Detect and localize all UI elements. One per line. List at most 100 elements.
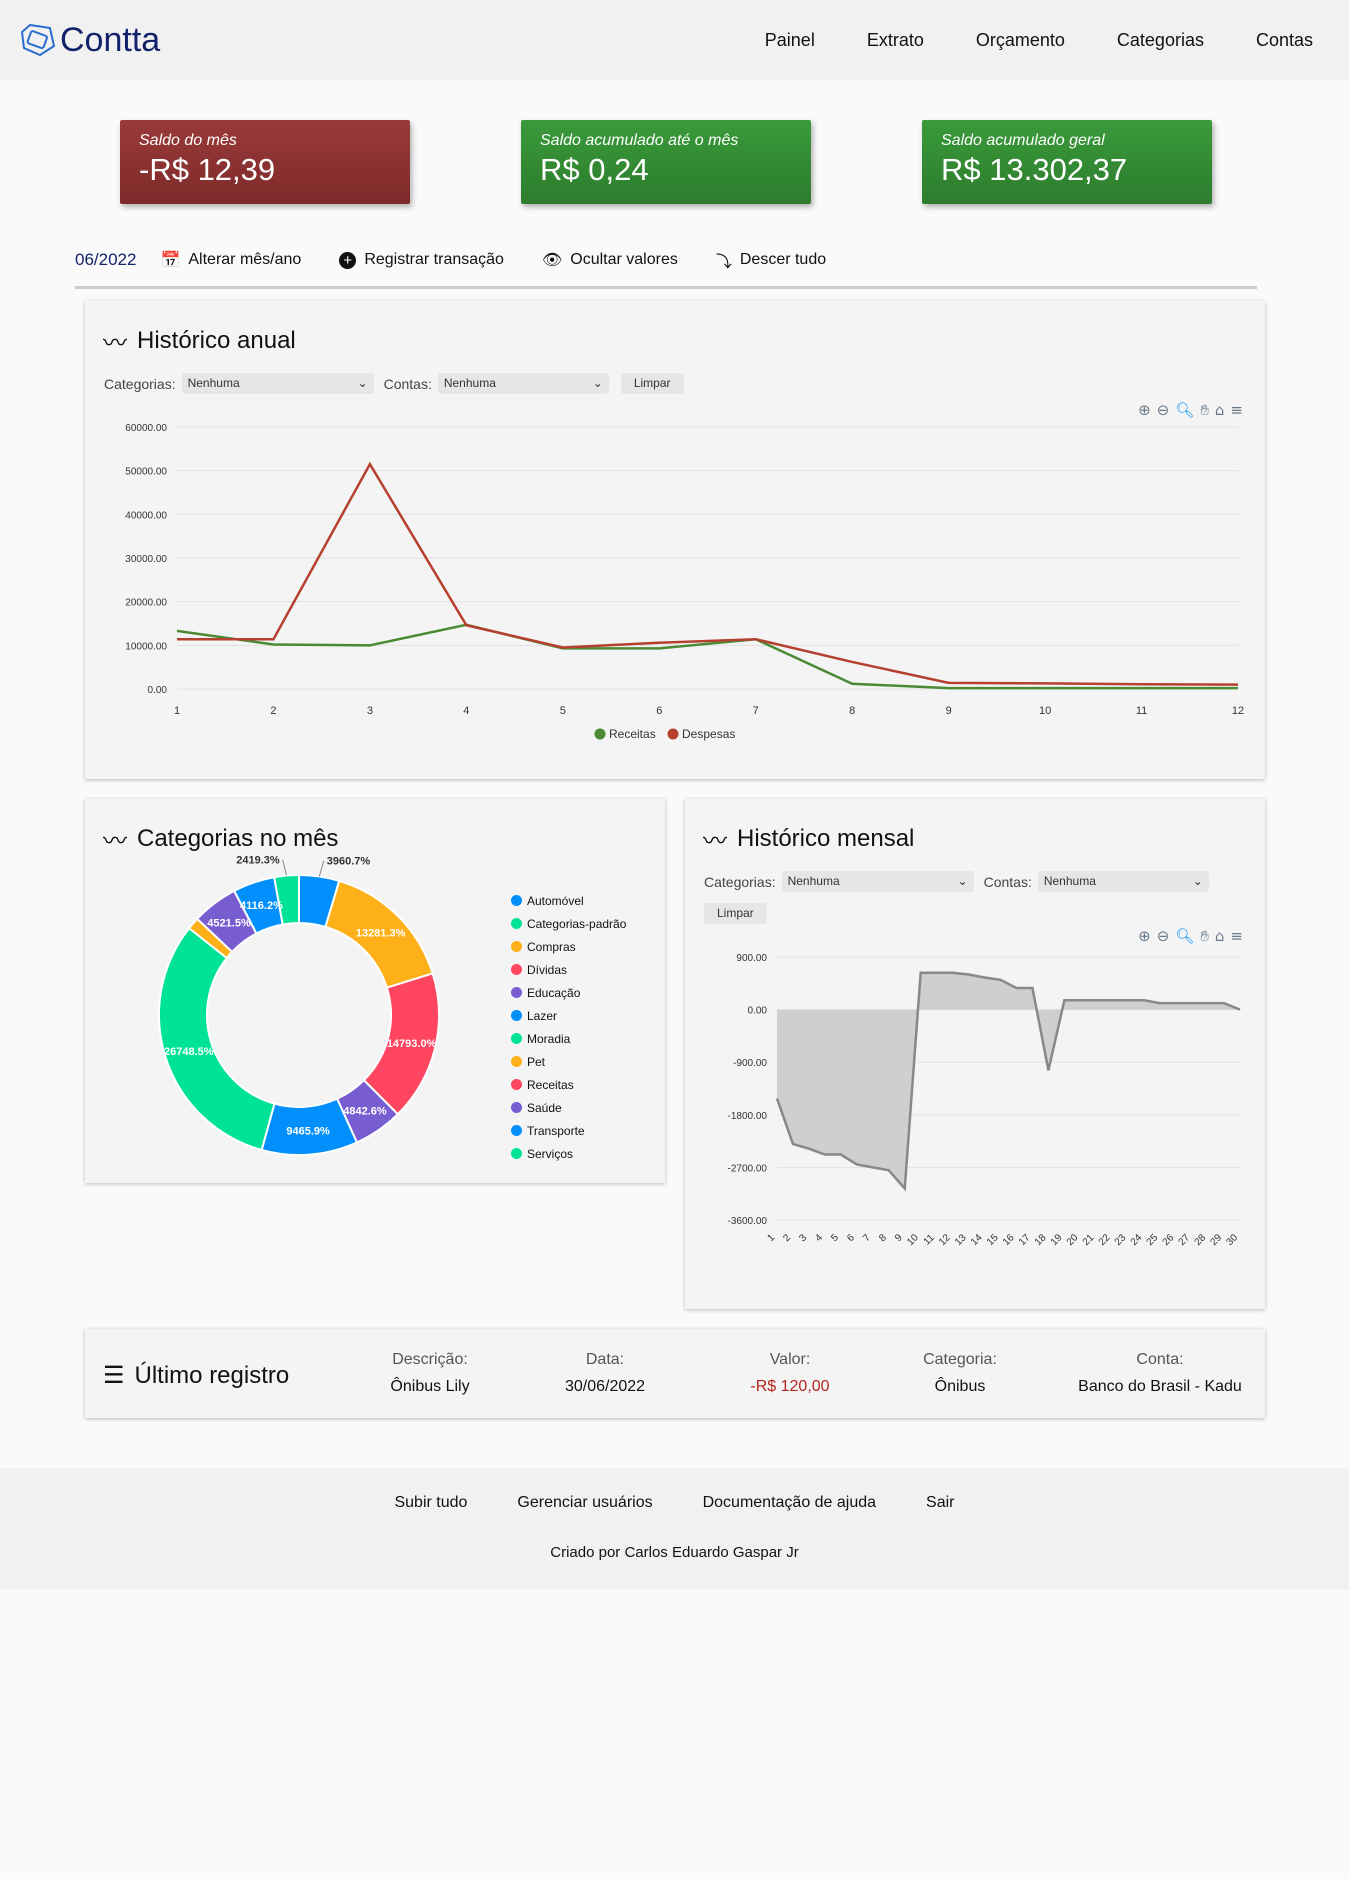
monthly-clear-row: Limpar xyxy=(704,903,767,924)
legend-item[interactable]: Categorias-padrão xyxy=(511,912,626,935)
last-record-title: ☰ Último registro xyxy=(103,1361,289,1390)
slice-label: 14793.0% xyxy=(387,1038,437,1050)
reset-home-icon[interactable]: ⌂ xyxy=(1214,401,1225,419)
monthly-categories-select[interactable]: Nenhuma ⌄ xyxy=(781,871,974,892)
series-line xyxy=(775,971,1241,1192)
help-docs-link[interactable]: Documentação de ajuda xyxy=(702,1494,877,1511)
button-label: Ocultar valores xyxy=(570,251,678,268)
nav-contas[interactable]: Contas xyxy=(1255,29,1313,50)
zoom-out-icon[interactable]: ⊖ xyxy=(1156,401,1170,419)
last-value: Valor: -R$ 120,00 xyxy=(725,1351,855,1396)
legend-marker xyxy=(511,1148,522,1159)
nav-categorias[interactable]: Categorias xyxy=(1116,29,1204,50)
summary-cards: Saldo do mês -R$ 12,39 Saldo acumulado at… xyxy=(0,80,1349,204)
button-label: Descer tudo xyxy=(739,251,827,268)
plus-circle-icon: + xyxy=(339,251,357,269)
x-tick-label: 27 xyxy=(1177,1232,1193,1248)
calendar-icon: 📅 xyxy=(160,252,181,269)
monthly-clear-button[interactable]: Limpar xyxy=(704,903,767,924)
annual-line-chart: 0.00 10000.00 20000.00 30000.00 40000.00 5000… xyxy=(125,423,1244,741)
main-nav: Painel Extrato Orçamento Categorias Cont… xyxy=(765,30,1313,51)
legend-item[interactable]: Transporte xyxy=(511,1119,626,1142)
annual-title: 〰 Histórico anual xyxy=(103,323,296,358)
x-tick-label: 30 xyxy=(1224,1232,1240,1248)
legend-item[interactable]: Automóvel xyxy=(511,889,626,912)
hide-values-button[interactable]: 👁 Ocultar valores xyxy=(542,250,678,270)
pan-icon[interactable]: ✋︎ xyxy=(1200,927,1209,945)
legend-marker xyxy=(511,964,522,975)
legend-item[interactable]: Serviços xyxy=(511,1142,626,1165)
x-tick-label: 13 xyxy=(953,1232,969,1248)
zoom-select-icon[interactable]: 🔍︎ xyxy=(1175,927,1195,945)
legend-item[interactable]: Lazer xyxy=(511,1004,626,1027)
col-header: Categoria: xyxy=(923,1351,997,1368)
change-month-button[interactable]: 📅 Alterar mês/ano xyxy=(160,250,301,270)
series-line-receitas xyxy=(176,623,1238,690)
col-value: Banco do Brasil - Kadu xyxy=(1078,1378,1242,1395)
zoom-select-icon[interactable]: 🔍︎ xyxy=(1175,401,1195,419)
monthly-accounts-select[interactable]: Nenhuma ⌄ xyxy=(1037,871,1209,892)
y-tick-label: -900.00 xyxy=(733,1058,767,1069)
legend-item[interactable]: Receitas xyxy=(511,1073,626,1096)
logout-link[interactable]: Sair xyxy=(926,1494,955,1511)
y-tick-label: 30000.00 xyxy=(125,554,167,565)
scroll-up-link[interactable]: Subir tudo xyxy=(394,1494,468,1511)
y-tick-label: -1800.00 xyxy=(728,1111,768,1122)
chevron-down-icon: ⌄ xyxy=(1192,874,1203,888)
panel-title-text: Histórico anual xyxy=(137,326,296,354)
annual-history-panel: 〰 Histórico anual Categorias: Nenhuma ⌄ Co… xyxy=(85,301,1265,779)
scroll-down-button[interactable]: ⤵ Descer tudo xyxy=(716,248,826,272)
zoom-in-icon[interactable]: ⊕ xyxy=(1138,401,1151,419)
legend-item[interactable]: Dívidas xyxy=(511,958,626,981)
x-tick-label: 17 xyxy=(1017,1232,1033,1248)
panel-title-text: Histórico mensal xyxy=(737,824,915,852)
x-tick-label: 9 xyxy=(893,1232,905,1244)
legend-label: Despesas xyxy=(682,727,735,741)
legend-label: Categorias-padrão xyxy=(527,916,627,931)
legend-item[interactable]: Saúde xyxy=(511,1096,626,1119)
manage-users-link[interactable]: Gerenciar usuários xyxy=(517,1494,653,1511)
nav-extrato[interactable]: Extrato xyxy=(866,29,924,50)
annual-categories-select[interactable]: Nenhuma ⌄ xyxy=(181,373,374,394)
register-transaction-button[interactable]: + Registrar transação xyxy=(339,251,504,269)
list-icon: ☰ xyxy=(103,1362,125,1389)
x-tick-label: 26 xyxy=(1161,1232,1177,1248)
menu-icon[interactable]: ≡ xyxy=(1230,401,1243,419)
zoom-out-icon[interactable]: ⊖ xyxy=(1156,927,1170,945)
x-tick-label: 9 xyxy=(946,705,952,717)
categories-donut-chart: 3960.7% 13281.3% 14793.0% 4842.6% 9465.9% 267… xyxy=(158,855,440,1156)
chart-toolbar: ⊕ ⊖ 🔍︎ ✋︎ ⌂ ≡ xyxy=(1138,927,1243,945)
slice-label-leader xyxy=(318,860,325,877)
nav-painel[interactable]: Painel xyxy=(764,29,815,50)
x-tick-label: 1 xyxy=(765,1232,777,1244)
logo[interactable]: Contta xyxy=(20,21,160,60)
series-line-despesas xyxy=(177,461,1239,686)
slice-label: 4116.2% xyxy=(240,900,283,912)
nav-orcamento[interactable]: Orçamento xyxy=(975,29,1065,50)
menu-icon[interactable]: ≡ xyxy=(1230,927,1243,945)
legend-item[interactable]: Compras xyxy=(511,935,626,958)
x-tick-label: 14 xyxy=(969,1232,985,1248)
x-tick-label: 8 xyxy=(849,705,855,717)
scroll-down-icon: ⤵ xyxy=(715,254,732,271)
y-tick-label: -3600.00 xyxy=(728,1216,768,1227)
legend-item[interactable]: Educação xyxy=(511,981,626,1004)
x-tick-label: 12 xyxy=(1232,705,1244,717)
x-tick-label: 8 xyxy=(877,1232,889,1244)
legend-item[interactable]: Moradia xyxy=(511,1027,626,1050)
y-tick-label: 60000.00 xyxy=(125,423,167,434)
zoom-in-icon[interactable]: ⊕ xyxy=(1138,927,1151,945)
annual-accounts-select[interactable]: Nenhuma ⌄ xyxy=(437,373,609,394)
pan-icon[interactable]: ✋︎ xyxy=(1200,401,1209,419)
button-label: Alterar mês/ano xyxy=(188,251,302,268)
reset-home-icon[interactable]: ⌂ xyxy=(1214,927,1225,945)
chart-line-icon: 〰 xyxy=(103,828,127,855)
col-value: -R$ 120,00 xyxy=(750,1378,830,1395)
chart-line-icon: 〰 xyxy=(103,330,127,357)
card-value: R$ 0,24 xyxy=(540,152,649,187)
x-tick-label: 19 xyxy=(1049,1232,1065,1248)
x-tick-label: 12 xyxy=(937,1232,953,1248)
annual-clear-button[interactable]: Limpar xyxy=(620,373,684,394)
legend-label: Automóvel xyxy=(527,893,584,908)
legend-item[interactable]: Pet xyxy=(511,1050,626,1073)
